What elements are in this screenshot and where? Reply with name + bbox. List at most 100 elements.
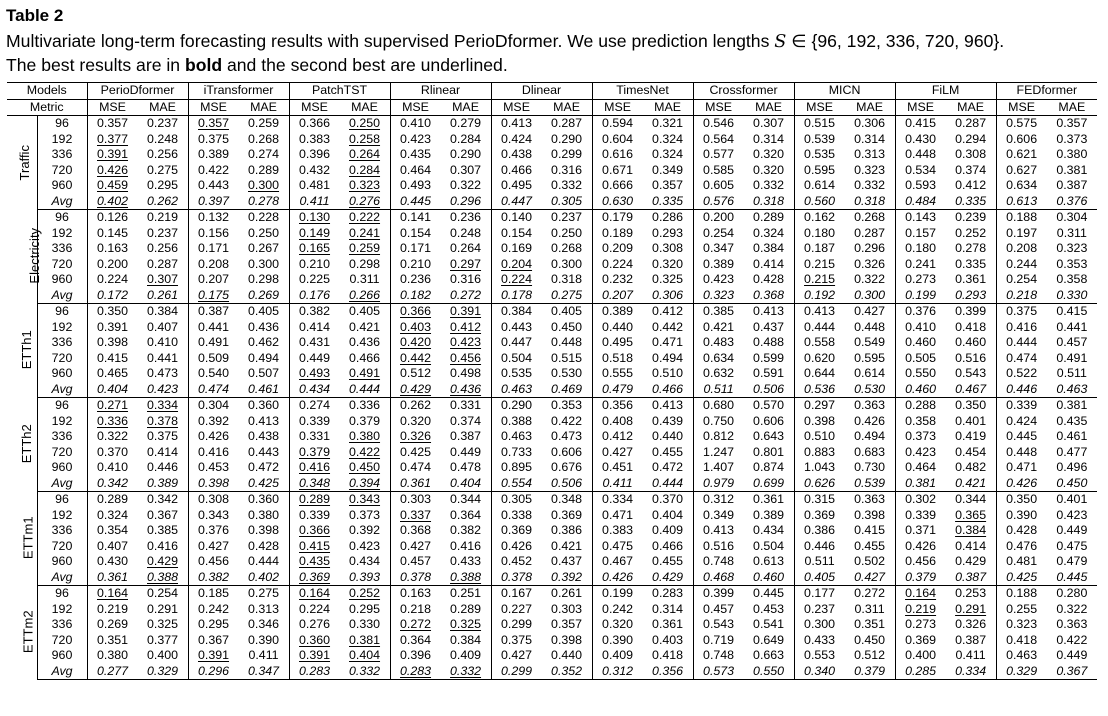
value-cell: 0.149: [288, 225, 340, 241]
value-cell: 0.367: [187, 632, 239, 648]
value-cell: 0.398: [551, 632, 583, 647]
value-cell: 0.140: [490, 209, 542, 226]
value-cell: 0.325: [147, 617, 179, 631]
value-cell: 0.419: [955, 429, 987, 443]
value-cell: 0.384: [753, 241, 785, 255]
value-cell: 0.404: [86, 381, 138, 398]
value-cell: 0.427: [591, 444, 643, 460]
value-cell: 0.342: [147, 492, 179, 506]
value-cell: 0.313: [248, 601, 280, 616]
model-name-header: FiLM: [894, 82, 997, 100]
value-cell: 0.197: [995, 225, 1047, 241]
value-cell: 0.663: [753, 648, 785, 662]
value-cell: 0.299: [490, 617, 542, 633]
value-cell: 0.380: [86, 648, 138, 664]
value-cell: 0.380: [1056, 147, 1088, 161]
value-cell: 0.387: [955, 632, 987, 647]
value-cell: 0.295: [147, 178, 179, 192]
value-cell: 0.343: [349, 492, 381, 506]
horizon-label: 192: [51, 507, 73, 522]
value-cell: 0.244: [995, 256, 1047, 272]
value-cell: 0.237: [551, 210, 583, 224]
value-cell: 0.471: [652, 335, 684, 349]
value-cell: 0.463: [490, 381, 542, 398]
value-cell: 0.334: [945, 663, 997, 680]
value-cell: 0.300: [551, 256, 583, 271]
value-cell: 0.422: [1056, 632, 1088, 647]
value-cell: 0.360: [288, 632, 340, 648]
value-cell: 0.730: [854, 460, 886, 474]
value-cell: 0.488: [753, 335, 785, 349]
value-cell: 0.322: [1056, 601, 1088, 616]
value-cell: 0.393: [339, 569, 391, 586]
value-cell: 0.427: [854, 304, 886, 318]
value-cell: 0.683: [854, 444, 886, 459]
value-cell: 0.438: [248, 429, 280, 443]
value-cell: 1.407: [692, 460, 744, 476]
horizon-label: 720: [51, 632, 73, 647]
value-cell: 0.388: [440, 569, 492, 586]
value-cell: 0.228: [248, 210, 280, 224]
value-cell: 0.676: [551, 460, 583, 474]
value-cell: 0.407: [86, 538, 138, 554]
value-cell: 0.394: [339, 475, 391, 492]
value-cell: 0.339: [894, 507, 946, 523]
value-cell: 0.361: [753, 492, 785, 506]
value-cell: 0.376: [1046, 193, 1098, 210]
value-cell: 0.507: [248, 366, 280, 380]
value-cell: 0.427: [844, 569, 896, 586]
value-cell: 0.266: [339, 287, 391, 304]
value-cell: 0.442: [389, 350, 441, 366]
value-cell: 0.261: [137, 287, 189, 304]
value-cell: 0.401: [1056, 492, 1088, 506]
value-cell: 0.256: [147, 241, 179, 255]
value-cell: 0.385: [692, 303, 744, 320]
table-row: 336 0.163 0.256 0.171 0.267 0.165 0.259 0.171 0.…: [7, 241, 1097, 257]
value-cell: 0.410: [147, 335, 179, 349]
value-cell: 0.604: [591, 131, 643, 147]
value-cell: 0.424: [490, 131, 542, 147]
value-cell: 0.439: [652, 413, 684, 428]
table-row: Avg 0.404 0.423 0.474 0.461 0.434 0.444 0.429 0.…: [7, 381, 1098, 398]
value-cell: 0.273: [894, 617, 946, 633]
value-cell: 0.314: [854, 131, 886, 146]
value-cell: 0.446: [147, 460, 179, 474]
value-cell: 0.564: [692, 131, 744, 147]
value-cell: 0.381: [894, 475, 946, 492]
table-row: 720 0.351 0.377 0.367 0.390 0.360 0.381 0.364 0.…: [7, 632, 1097, 648]
value-cell: 0.443: [490, 319, 542, 335]
value-cell: 0.252: [955, 225, 987, 240]
value-cell: 0.522: [995, 366, 1047, 382]
value-cell: 0.496: [1056, 460, 1088, 474]
value-cell: 0.268: [248, 131, 280, 146]
horizon-label: 192: [51, 601, 73, 616]
value-cell: 0.445: [995, 429, 1047, 445]
table-row: ETTm2 96 0.164 0.254 0.185 0.275 0.164 0.252 0.1…: [7, 585, 1097, 680]
value-cell: 0.376: [187, 523, 239, 539]
metric-mae-header: MAE: [1046, 99, 1098, 116]
dataset-name: Electricity: [27, 228, 43, 284]
value-cell: 0.386: [793, 523, 845, 539]
value-cell: 0.269: [86, 617, 138, 633]
value-cell: 0.293: [652, 225, 684, 240]
value-cell: 0.649: [753, 632, 785, 647]
value-cell: 0.254: [995, 272, 1047, 288]
value-cell: 0.361: [86, 569, 138, 586]
value-cell: 0.322: [450, 178, 482, 192]
value-cell: 0.369: [793, 507, 845, 523]
value-cell: 0.621: [995, 147, 1047, 163]
value-cell: 0.719: [692, 632, 744, 648]
value-cell: 0.254: [692, 225, 744, 241]
value-cell: 0.239: [955, 210, 987, 224]
value-cell: 0.254: [147, 586, 179, 600]
value-cell: 0.605: [692, 178, 744, 194]
value-cell: 0.320: [591, 617, 643, 633]
value-cell: 0.446: [995, 381, 1047, 398]
value-cell: 0.377: [86, 131, 138, 147]
value-cell: 0.426: [995, 475, 1047, 492]
value-cell: 0.575: [995, 115, 1047, 132]
value-cell: 0.428: [753, 272, 785, 286]
caption-text: and the second best are underlined.: [222, 55, 508, 75]
value-cell: 0.380: [349, 429, 381, 443]
value-cell: 0.680: [692, 397, 744, 414]
